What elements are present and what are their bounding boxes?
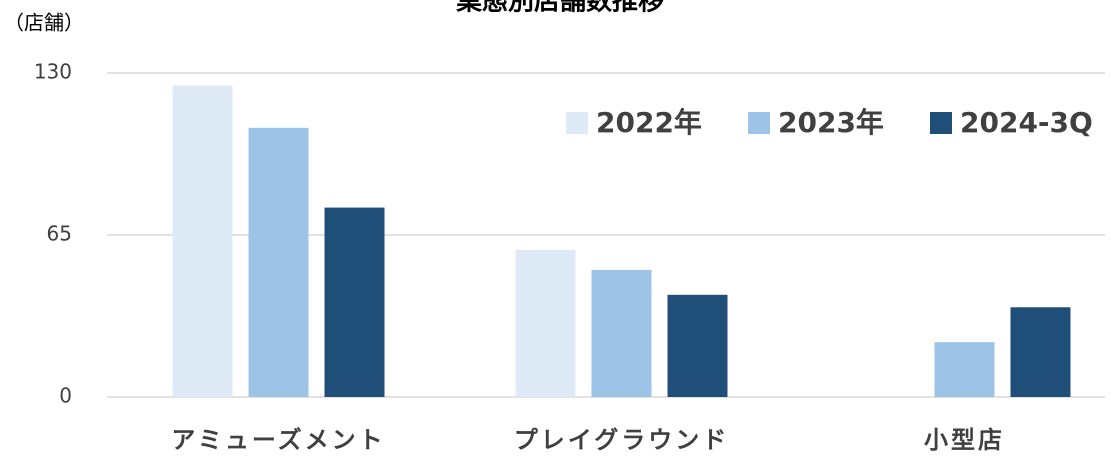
y-axis-label: （店舗） (4, 11, 84, 35)
bar (1010, 307, 1071, 397)
y-tick-label: 0 (59, 384, 72, 408)
bar (934, 342, 995, 397)
bar (248, 127, 309, 397)
legend-swatch (748, 112, 770, 134)
y-tick-label: 130 (34, 60, 72, 84)
bar (591, 269, 652, 397)
y-tick-label: 65 (47, 222, 72, 246)
bar (172, 85, 233, 397)
bar (667, 294, 728, 397)
chart-title: 業態別店舗数推移 (456, 0, 664, 17)
bar (515, 249, 576, 397)
x-tick-label: アミューズメント (171, 426, 385, 454)
legend-label: 2022年 (596, 106, 702, 139)
x-tick-label: プレイグラウンド (514, 426, 730, 454)
x-tick-label: 小型店 (924, 426, 1005, 454)
legend-swatch (930, 112, 952, 134)
legend-label: 2023年 (778, 106, 884, 139)
bar (324, 207, 385, 397)
legend-swatch (566, 112, 588, 134)
legend-label: 2024-3Q (960, 106, 1093, 139)
